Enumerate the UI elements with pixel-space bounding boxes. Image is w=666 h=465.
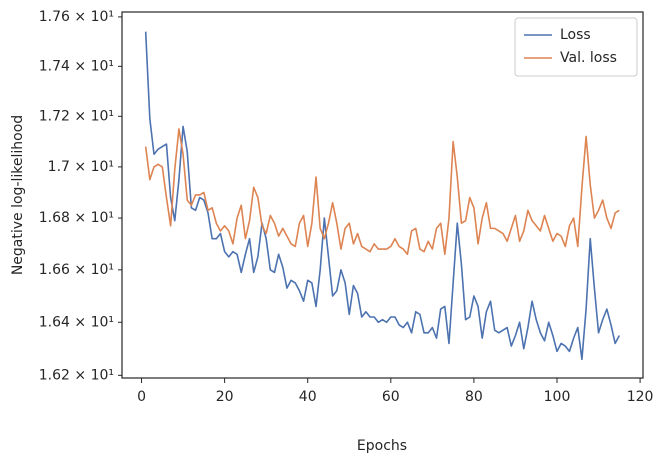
y-tick-label: 1.62 × 10¹ — [39, 367, 114, 383]
y-tick-label: 1.68 × 10¹ — [39, 210, 114, 226]
x-tick-label: 60 — [382, 389, 400, 405]
plot-frame — [121, 11, 644, 379]
y-axis-label: Negative log-likelihood — [10, 115, 26, 275]
x-tick-label: 0 — [137, 389, 146, 405]
x-tick-label: 120 — [627, 389, 654, 405]
x-tick-label: 40 — [299, 389, 317, 405]
y-tick-label: 1.66 × 10¹ — [39, 262, 114, 278]
y-tick-label: 1.64 × 10¹ — [39, 314, 114, 330]
x-tick-label: 80 — [465, 389, 483, 405]
y-tick-label: 1.7 × 10¹ — [48, 159, 114, 175]
y-tick-label: 1.74 × 10¹ — [39, 58, 114, 74]
y-tick-label: 1.76 × 10¹ — [39, 9, 114, 25]
legend-label: Val. loss — [560, 50, 617, 66]
y-tick-label: 1.72 × 10¹ — [39, 108, 114, 124]
series-line — [144, 31, 621, 361]
x-tick-label: 100 — [544, 389, 571, 405]
series-line — [144, 128, 620, 256]
x-axis-label: Epochs — [357, 438, 407, 454]
legend-label: Loss — [560, 27, 591, 43]
legend-box — [514, 17, 638, 77]
x-tick-label: 20 — [216, 389, 234, 405]
